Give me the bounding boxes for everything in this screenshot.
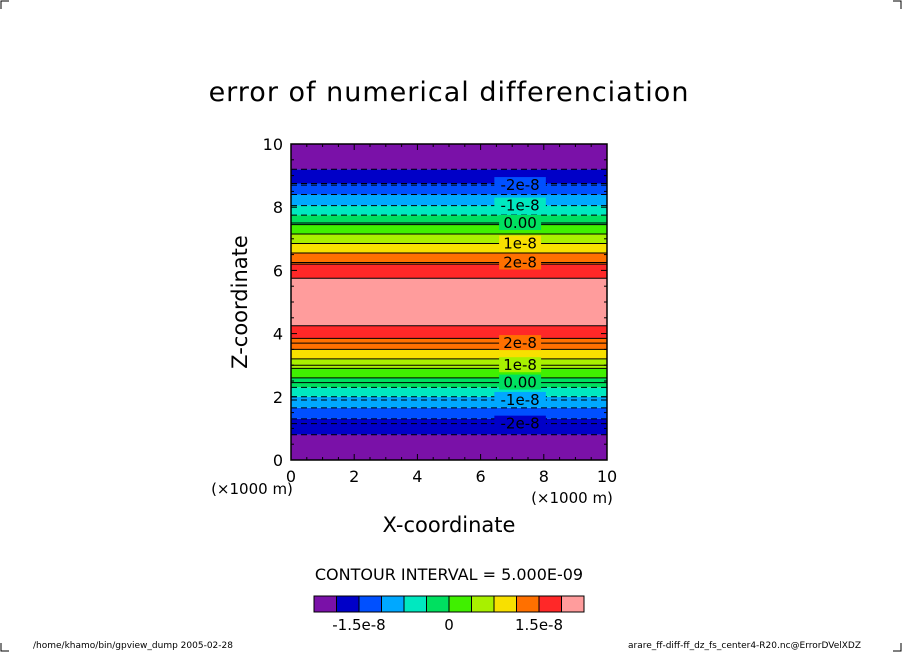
contour-label: 0.00 — [503, 374, 536, 392]
colorbar-swatch — [448, 595, 472, 613]
contour-band — [291, 215, 607, 225]
colorbar-swatch — [471, 595, 495, 613]
contour-band — [291, 325, 607, 339]
x-tick-label: 8 — [539, 467, 549, 486]
contour-band — [291, 338, 607, 350]
colorbar-swatch — [561, 595, 585, 613]
x-axis-unit-right: (×1000 m) — [531, 489, 613, 507]
y-tick-label: 0 — [273, 451, 283, 470]
y-tick-labels: 0 2 4 6 8 10 — [263, 135, 283, 470]
colorbar-swatch — [426, 595, 450, 613]
x-tick-labels: 0 2 4 6 8 10 — [286, 467, 617, 486]
colorbar-swatch — [538, 595, 562, 613]
contour-band — [291, 183, 607, 195]
contour-band — [291, 434, 607, 460]
contour-label-bg — [499, 235, 542, 251]
contour-band — [291, 243, 607, 254]
colorbar-swatch — [313, 595, 337, 613]
y-tick-label: 8 — [273, 198, 283, 217]
contour-label-bg — [499, 335, 542, 351]
colorbar-tick-label: 1.5e-8 — [515, 616, 563, 634]
contour-label-bg — [494, 415, 546, 431]
contour-band — [291, 349, 607, 359]
contour-label-bg — [499, 374, 542, 390]
contour-band — [291, 224, 607, 235]
y-axis-label: Z-coordinate — [228, 235, 252, 369]
contour-label: 1e-8 — [503, 356, 537, 374]
contour-band — [291, 194, 607, 206]
contour-label: -1e-8 — [501, 391, 540, 409]
contour-label: 2e-8 — [503, 334, 537, 352]
y-tick-label: 4 — [273, 325, 283, 344]
contour-label: -2e-8 — [501, 176, 540, 194]
contour-label: -1e-8 — [501, 197, 540, 215]
contour-label: 0.00 — [503, 214, 536, 232]
contour-band — [291, 368, 607, 378]
colorbar-swatch — [358, 595, 382, 613]
x-axis-label: X-coordinate — [383, 513, 516, 537]
contour-label-bg — [499, 357, 542, 373]
contour-band — [291, 418, 607, 435]
contour-band — [291, 144, 607, 170]
contour-label-bg — [494, 177, 546, 193]
colorbar-swatch — [381, 595, 405, 613]
contour-band — [291, 407, 607, 419]
x-tick-label: 2 — [349, 467, 359, 486]
contour-fill-bands — [291, 144, 607, 460]
axis-ticks — [290, 143, 608, 461]
colorbar-swatch — [516, 595, 540, 613]
y-tick-label: 2 — [273, 388, 283, 407]
colorbar-swatch — [493, 595, 517, 613]
colorbar: -1.5e-8 0 1.5e-8 — [313, 595, 585, 634]
contour-band — [291, 358, 607, 369]
contour-band — [291, 253, 607, 265]
contour-band — [291, 264, 607, 279]
x-tick-label: 0 — [286, 467, 296, 486]
contour-band — [291, 234, 607, 244]
contour-band — [291, 278, 607, 326]
footer-left: /home/khamo/bin/gpview_dump 2005-02-28 — [33, 641, 233, 651]
colorbar-tick-label: -1.5e-8 — [332, 616, 385, 634]
contour-interval-text: CONTOUR INTERVAL = 5.000E-09 — [315, 565, 583, 584]
contour-label: -2e-8 — [501, 415, 540, 433]
contour-label-bg — [499, 254, 542, 270]
chart-title: error of numerical differenciation — [209, 77, 690, 108]
contour-label-bg — [494, 197, 546, 213]
contour-label-bg — [499, 215, 542, 230]
colorbar-tick-label: 0 — [444, 616, 454, 634]
contour-band — [291, 396, 607, 408]
contour-band — [291, 205, 607, 216]
x-tick-label: 10 — [597, 467, 617, 486]
contour-labels: -2e-8-1e-80.001e-82e-82e-81e-80.00-1e-8-… — [494, 176, 546, 433]
contour-label: 2e-8 — [503, 254, 537, 272]
contour-band — [291, 169, 607, 184]
x-tick-label: 4 — [412, 467, 422, 486]
contour-label-bg — [494, 391, 546, 407]
colorbar-swatch — [336, 595, 360, 613]
contour-label: 1e-8 — [503, 235, 537, 253]
footer-right: arare_ff-diff-ff_dz_fs_center4-R20.nc@Er… — [628, 641, 861, 651]
y-tick-label: 10 — [263, 135, 283, 154]
y-tick-label: 6 — [273, 261, 283, 280]
contour-lines — [291, 168, 607, 436]
colorbar-swatch — [403, 595, 427, 613]
x-tick-label: 6 — [476, 467, 486, 486]
x-axis-unit-left: (×1000 m) — [211, 480, 293, 498]
contour-band — [291, 387, 607, 397]
